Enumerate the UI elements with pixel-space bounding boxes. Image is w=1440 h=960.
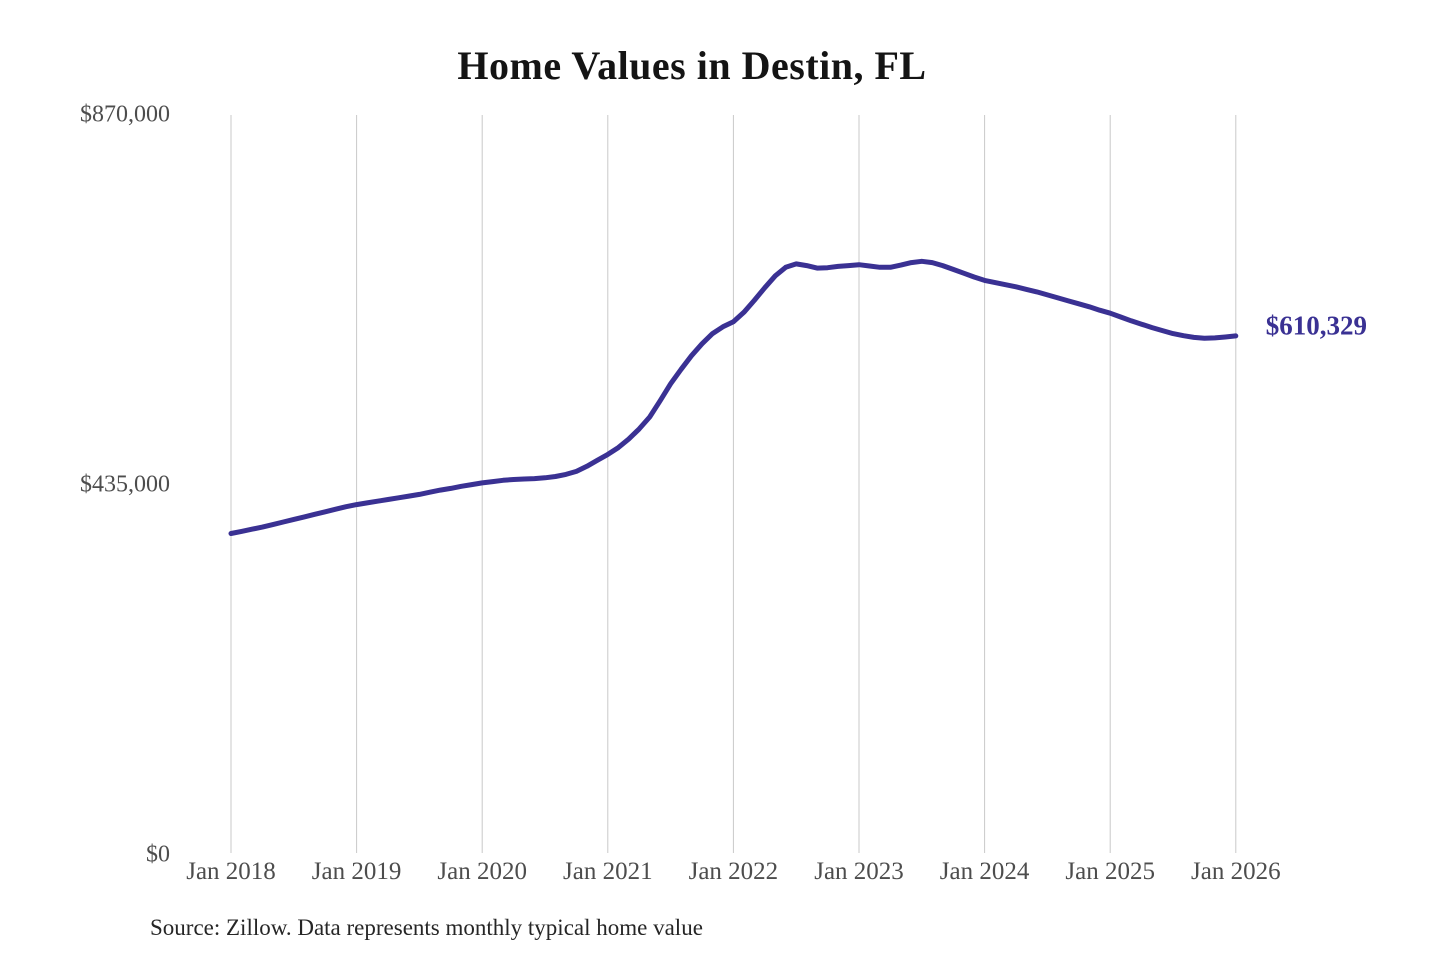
y-tick-label: $0: [146, 841, 170, 868]
x-tick-label: Jan 2018: [186, 858, 276, 885]
home-value-line: [228, 258, 1239, 536]
x-tick-label: Jan 2020: [437, 858, 527, 885]
x-tick-label: Jan 2025: [1065, 858, 1155, 885]
y-tick-label: $870,000: [80, 101, 170, 128]
x-tick-label: Jan 2022: [688, 858, 779, 885]
x-tick-label: Jan 2021: [563, 858, 653, 885]
x-tick-label: Jan 2023: [814, 858, 904, 885]
chart-title: Home Values in Destin, FL: [457, 43, 927, 88]
y-tick-label: $435,000: [80, 471, 170, 498]
source-note: Source: Zillow. Data represents monthly …: [150, 915, 703, 940]
gridline-group: [230, 115, 1237, 853]
current-value-label: $610,329: [1265, 310, 1368, 341]
x-tick-label: Jan 2026: [1191, 858, 1281, 885]
x-tick-label: Jan 2019: [311, 858, 402, 885]
x-tick-label: Jan 2024: [939, 858, 1030, 885]
